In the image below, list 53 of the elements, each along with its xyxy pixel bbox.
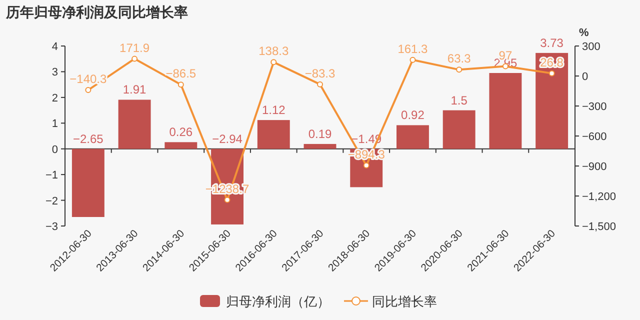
point [178, 82, 184, 88]
y2-tick-label: −1,500 [582, 221, 616, 233]
y-tick-label: −3 [45, 221, 58, 233]
bar [396, 125, 429, 149]
data-label: 1.5 [450, 93, 468, 108]
bar [118, 100, 151, 149]
data-label: 0.19 [308, 126, 332, 141]
bar [536, 52, 568, 149]
bar [257, 120, 290, 149]
data-label: 0.92 [401, 108, 425, 122]
data-label: −2.94 [212, 132, 243, 146]
y2-tick-label: −600 [582, 131, 607, 143]
data-label: 138.3 [258, 44, 289, 58]
point [456, 66, 462, 73]
y-tick-label: 3 [52, 66, 58, 79]
data-label: 171.9 [120, 40, 150, 55]
bar [72, 148, 104, 217]
data-label: 3.73 [540, 36, 564, 50]
bar [164, 142, 198, 149]
y2-axis-title: % [579, 27, 589, 39]
data-label: 1.12 [262, 103, 286, 118]
y2-tick-label: −300 [582, 101, 607, 113]
point [410, 56, 416, 63]
y2-tick-label: −1,200 [582, 191, 616, 203]
legend-label: 归母净利润（亿） [226, 294, 330, 309]
data-label: −86.5 [166, 66, 196, 81]
point [548, 70, 555, 76]
data-label: 0.26 [169, 125, 193, 140]
chart-title: 历年归母净利润及同比增长率 [5, 4, 188, 20]
legend-label: 同比增长率 [372, 294, 437, 309]
y2-tick-label: −900 [582, 161, 607, 173]
point [270, 59, 277, 66]
y-tick-label: 1 [52, 118, 58, 130]
y2-tick-label: 0 [582, 71, 588, 83]
bar [442, 110, 476, 149]
y2-tick-label: 300 [582, 41, 600, 53]
y-tick-label: −1 [45, 170, 58, 182]
data-label: 1.91 [122, 82, 147, 97]
data-label: −2.65 [72, 132, 104, 146]
data-label: 161.3 [398, 42, 428, 56]
y-tick-label: −2 [45, 195, 58, 208]
data-label: 63.3 [447, 52, 472, 66]
y-tick-label: 2 [52, 92, 58, 104]
point [85, 87, 92, 94]
bar [304, 144, 336, 149]
bar [489, 73, 522, 149]
point [363, 162, 370, 168]
point [132, 56, 138, 62]
data-label: 26.8 [540, 55, 564, 70]
y-tick-label: 0 [52, 144, 58, 156]
data-label: −83.3 [304, 66, 336, 80]
point [317, 81, 323, 88]
y-tick-label: 4 [52, 41, 58, 53]
